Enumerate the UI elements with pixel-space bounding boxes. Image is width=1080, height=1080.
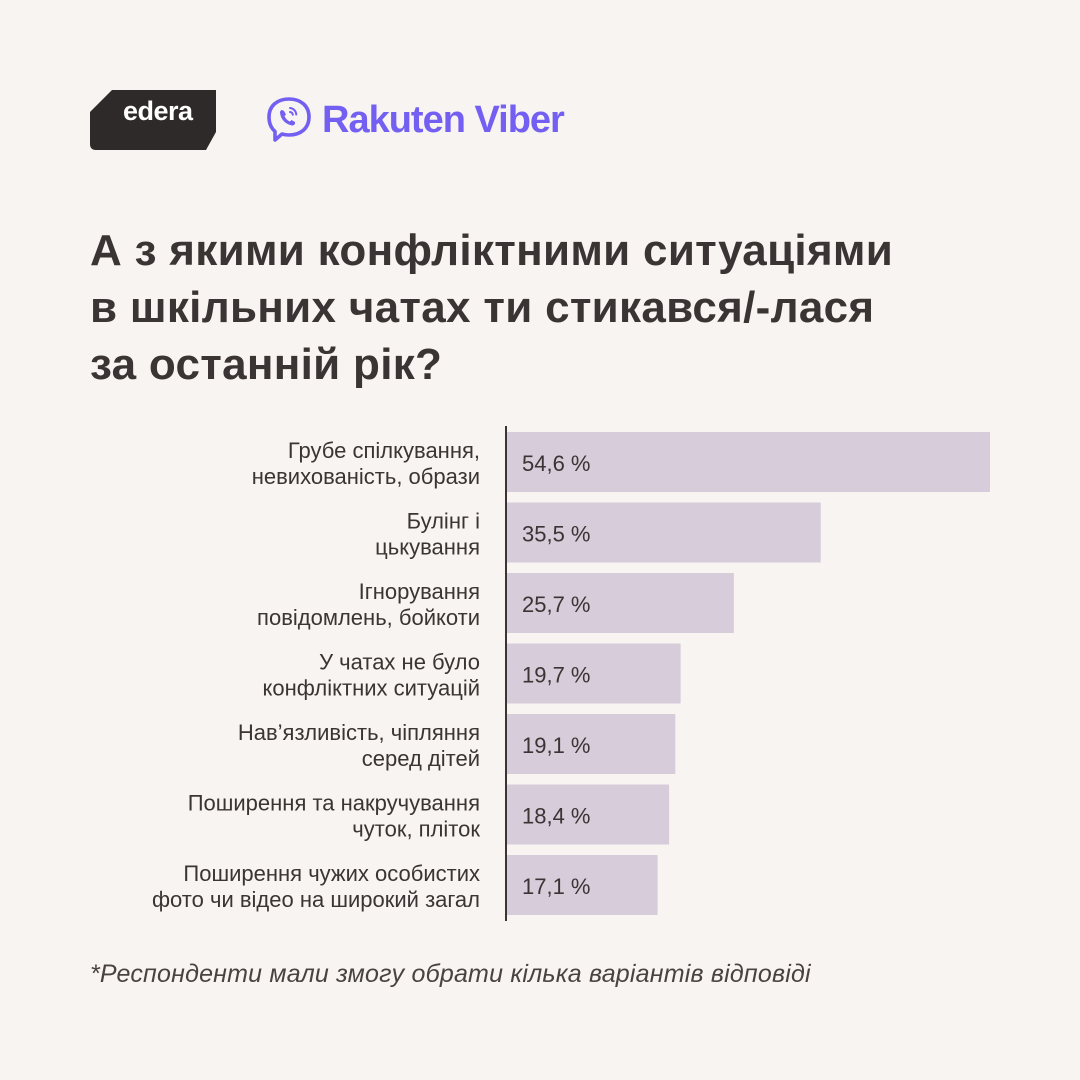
edera-logo: edera — [90, 90, 216, 150]
bar-value-label: 18,4 % — [522, 804, 591, 829]
category-label: цькування — [375, 535, 480, 560]
bar-value-label: 19,7 % — [522, 663, 591, 688]
footnote: *Респонденти мали змогу обрати кілька ва… — [90, 960, 811, 988]
bar-value-label: 25,7 % — [522, 592, 591, 617]
title-line: в шкільних чатах ти стикався/-лася — [90, 283, 875, 332]
viber-icon — [267, 97, 311, 142]
category-label: Булінг і — [407, 509, 480, 534]
bar — [506, 573, 734, 633]
bar-value-label: 19,1 % — [522, 733, 591, 758]
category-label: Ігнорування — [359, 579, 480, 604]
category-label: серед дітей — [362, 746, 480, 771]
bar — [506, 784, 670, 845]
category-label: Нав’язливість, чіпляння — [238, 720, 480, 745]
category-label: невихованість, образи — [252, 464, 480, 489]
logos: edera Rakuten Viber — [90, 90, 565, 150]
category-label: У чатах не було — [319, 650, 480, 675]
bar-value-label: 17,1 % — [522, 874, 591, 899]
bar — [506, 714, 676, 774]
category-label: Поширення чужих особистих — [183, 861, 480, 886]
bar — [506, 855, 658, 915]
category-label: Грубе спілкування, — [288, 438, 480, 463]
category-label: Поширення та накручування — [188, 791, 480, 816]
bar — [506, 432, 990, 492]
edera-logo-text: edera — [123, 96, 193, 126]
viber-logo-text: Rakuten Viber — [322, 98, 565, 141]
category-label: повідомлень, бойкоти — [257, 605, 480, 630]
category-label: конфліктних ситуацій — [263, 676, 480, 701]
bar — [506, 643, 681, 704]
page-title: А з якими конфліктними ситуаціями в шкіл… — [90, 222, 1010, 393]
title-line: А з якими конфліктними ситуаціями — [90, 226, 894, 275]
viber-logo: Rakuten Viber — [264, 90, 565, 150]
bar-value-label: 54,6 % — [522, 451, 591, 476]
bar-value-label: 35,5 % — [522, 522, 591, 547]
title-line: за останній рік? — [90, 340, 443, 389]
category-label: чуток, пліток — [352, 817, 480, 842]
bar — [506, 502, 821, 563]
category-label: фото чи відео на широкий загал — [152, 887, 480, 912]
